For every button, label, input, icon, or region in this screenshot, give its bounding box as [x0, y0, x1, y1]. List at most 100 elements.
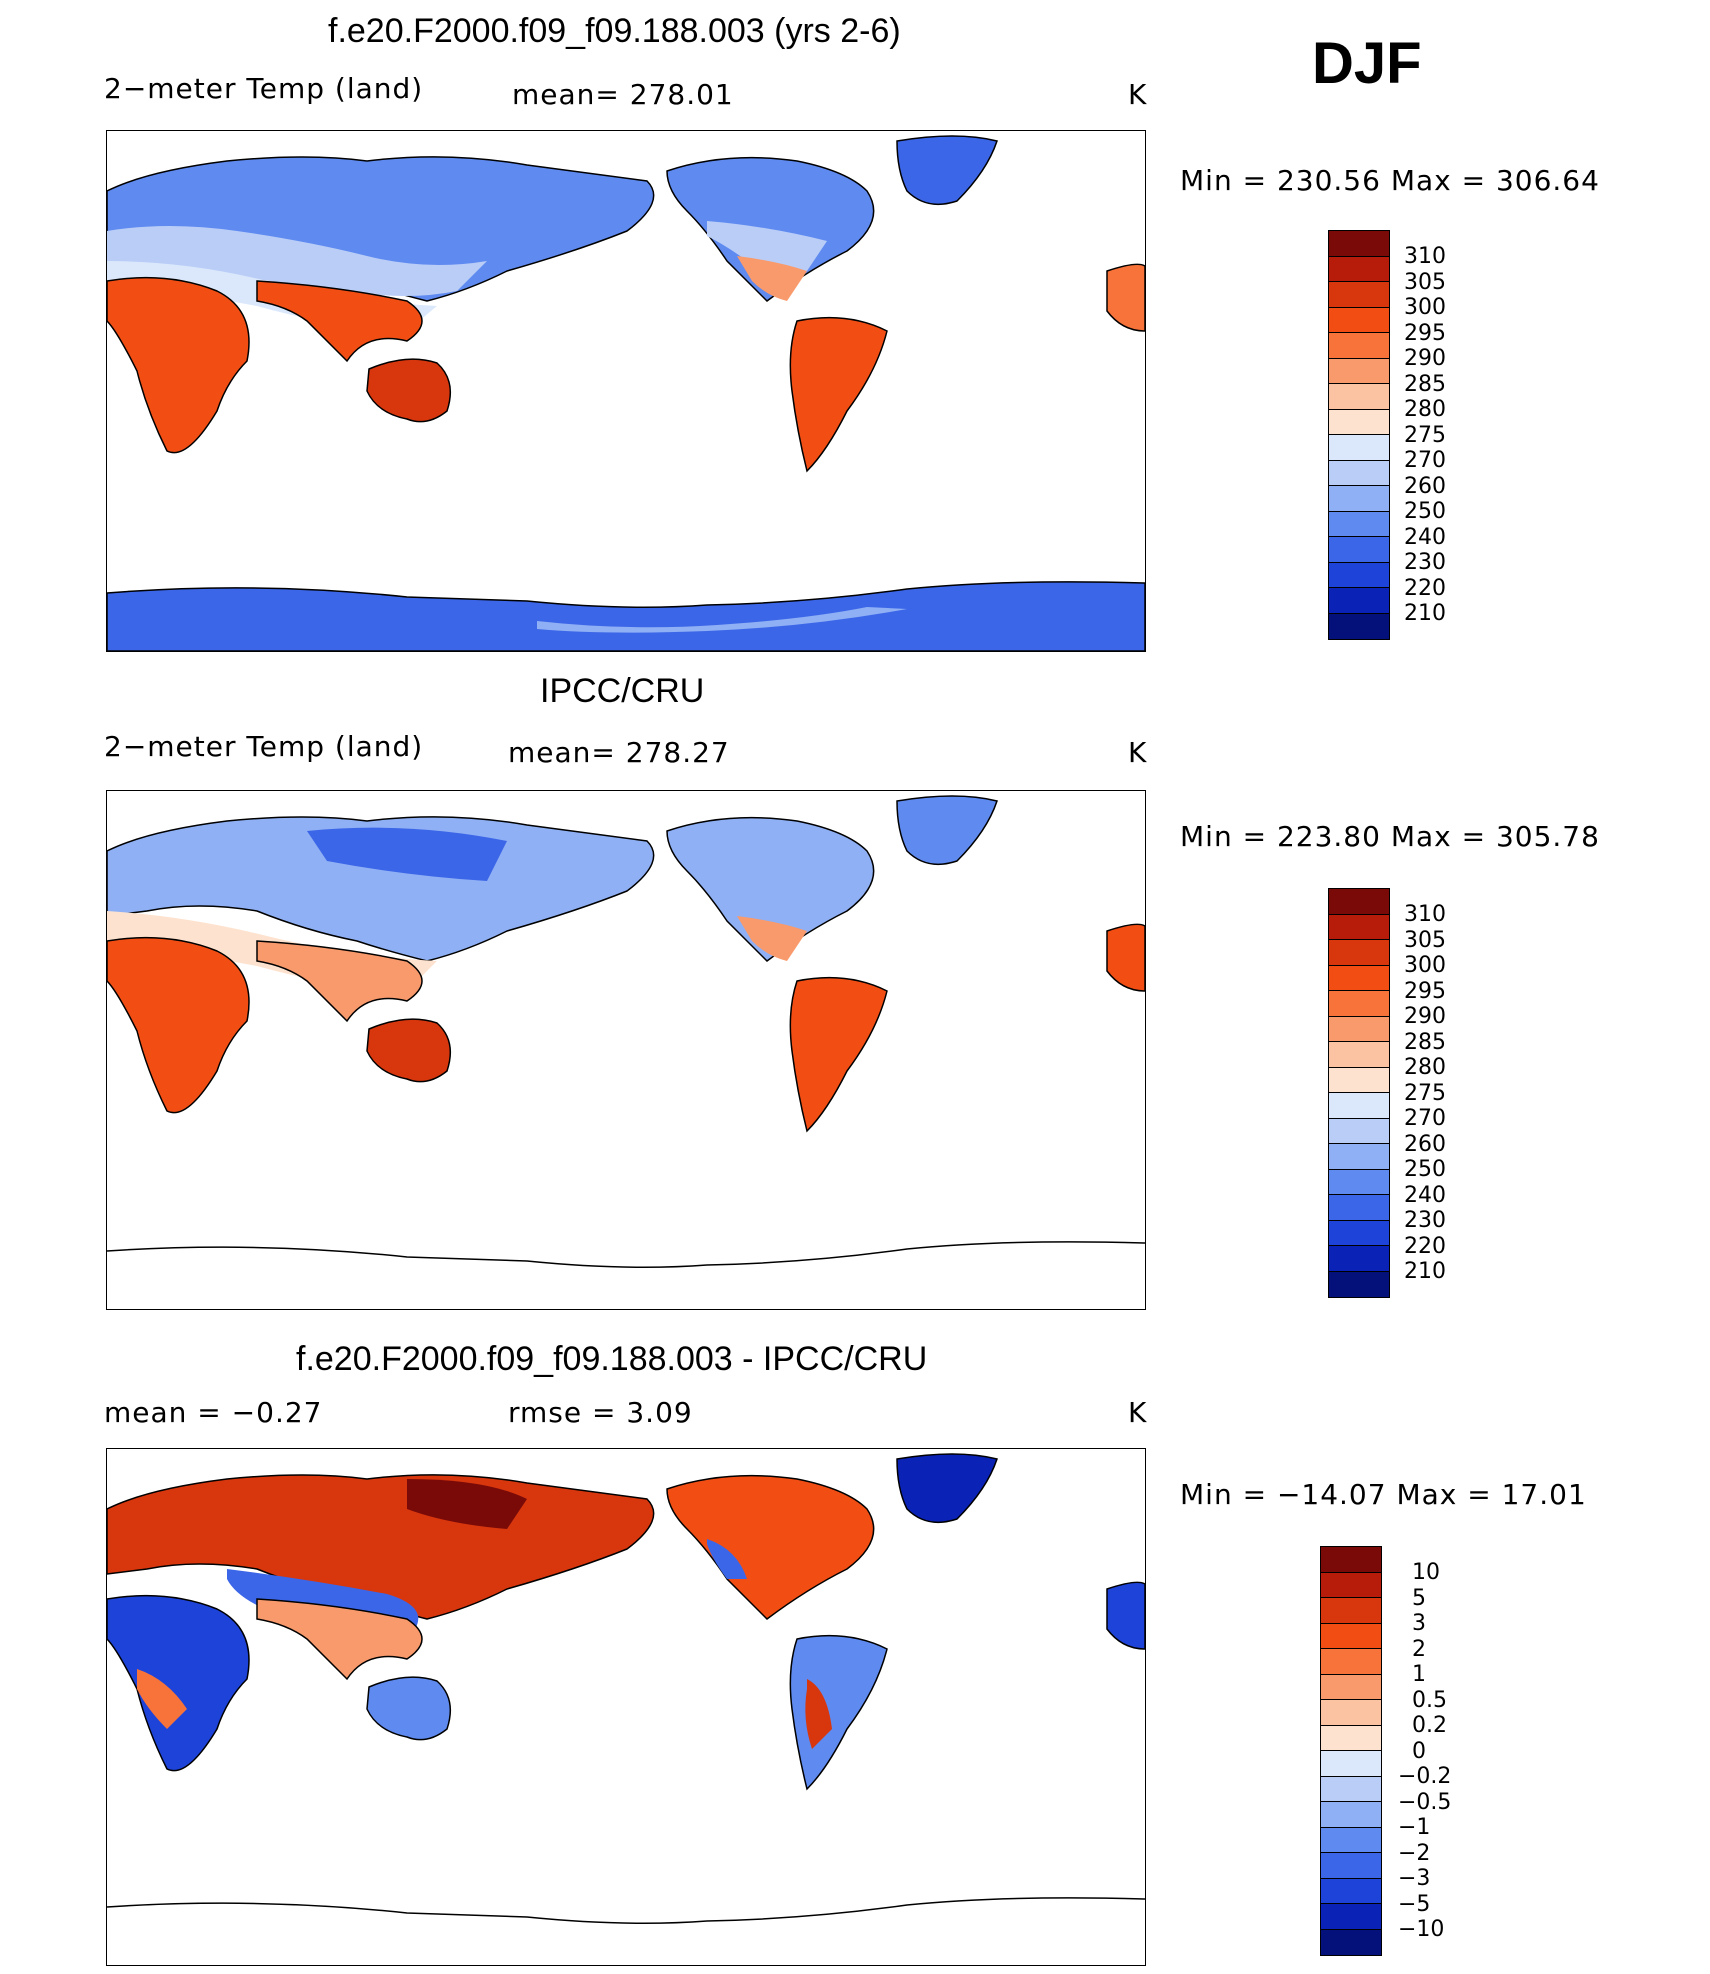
cbar3-label: 3 — [1412, 1611, 1426, 1636]
cbar1-label: 220 — [1404, 576, 1446, 601]
panel-3-map — [106, 1448, 1146, 1966]
australia-landmass — [366, 358, 452, 423]
panel-2-variable-label: 2−meter Temp (land) — [104, 730, 424, 763]
cbar1-label: 290 — [1404, 346, 1446, 371]
cbar3-label: −0.2 — [1398, 1764, 1452, 1789]
south-america-landmass — [789, 316, 888, 473]
cbar3-sw — [1321, 1802, 1381, 1828]
cbar1-label: 250 — [1404, 499, 1446, 524]
panel-1-colorbar — [1328, 230, 1390, 640]
panel-1-map — [106, 130, 1146, 652]
south-asia-landmass — [256, 280, 423, 363]
cbar2-sw — [1329, 889, 1389, 915]
cbar3-label: −1 — [1398, 1815, 1431, 1840]
cbar3-sw — [1321, 1827, 1381, 1853]
south-america-landmass — [789, 1634, 888, 1791]
cbar3-sw — [1321, 1776, 1381, 1802]
cbar2-label: 260 — [1404, 1132, 1446, 1157]
cbar1-sw — [1329, 562, 1389, 588]
cbar2-label: 250 — [1404, 1157, 1446, 1182]
cbar1-sw — [1329, 282, 1389, 308]
cbar2-label: 220 — [1404, 1234, 1446, 1259]
cbar2-label: 300 — [1404, 953, 1446, 978]
cbar1-label: 280 — [1404, 397, 1446, 422]
cbar2-label: 290 — [1404, 1004, 1446, 1029]
panel-1-map-svg — [107, 135, 1145, 651]
cbar3-sw — [1321, 1904, 1381, 1930]
cbar2-label: 310 — [1404, 902, 1446, 927]
south-asia-landmass — [256, 940, 423, 1023]
cbar1-sw — [1329, 358, 1389, 384]
cbar2-sw — [1329, 1093, 1389, 1119]
panel-3-units-label: K — [1128, 1396, 1148, 1429]
north-america-landmass — [666, 816, 875, 962]
cbar1-sw — [1329, 511, 1389, 537]
cbar3-sw — [1321, 1725, 1381, 1751]
cbar3-label: 0.2 — [1412, 1713, 1447, 1738]
cbar1-sw — [1329, 588, 1389, 614]
cbar2-sw — [1329, 1016, 1389, 1042]
cbar2-label: 280 — [1404, 1055, 1446, 1080]
cbar2-label: 305 — [1404, 928, 1446, 953]
cbar1-sw — [1329, 256, 1389, 282]
antarctica-landmass — [107, 581, 1145, 651]
greenland-landmass — [896, 135, 998, 206]
cbar1-sw — [1329, 384, 1389, 410]
panel-3-mean-label: mean = −0.27 — [104, 1396, 323, 1429]
cbar1-label: 270 — [1404, 448, 1446, 473]
cbar1-label: 275 — [1404, 423, 1446, 448]
north-america-landmass — [666, 1474, 875, 1620]
cbar1-label: 210 — [1404, 601, 1446, 626]
cbar1-sw — [1329, 409, 1389, 435]
cbar1-sw — [1329, 307, 1389, 333]
season-label: DJF — [1312, 31, 1422, 96]
panel-1-mean-label: mean= 278.01 — [512, 78, 734, 111]
cbar2-label: 230 — [1404, 1208, 1446, 1233]
panel-3-colorbar — [1320, 1546, 1382, 1956]
africa-landmass — [107, 1594, 250, 1772]
cbar2-sw — [1329, 991, 1389, 1017]
cbar2-sw — [1329, 940, 1389, 966]
cbar1-label: 240 — [1404, 525, 1446, 550]
eurasia-landmass — [107, 816, 655, 962]
panel-3-rmse-label: rmse = 3.09 — [508, 1396, 693, 1429]
cbar3-sw — [1321, 1878, 1381, 1904]
panel-2-title: IPCC/CRU — [540, 672, 705, 710]
cbar1-label: 295 — [1404, 321, 1446, 346]
panel-2-colorbar — [1328, 888, 1390, 1298]
cbar3-sw — [1321, 1649, 1381, 1675]
cbar2-sw — [1329, 1271, 1389, 1297]
panel-1-title: f.e20.F2000.f09_f09.188.003 (yrs 2-6) — [328, 12, 901, 50]
panel-2-map-svg — [107, 795, 1145, 1268]
panel-3-map-svg — [107, 1453, 1145, 1924]
cbar3-label: 2 — [1412, 1637, 1426, 1662]
cbar2-sw — [1329, 1042, 1389, 1068]
cbar3-label: 0.5 — [1412, 1688, 1447, 1713]
cbar2-label: 295 — [1404, 979, 1446, 1004]
cbar2-sw — [1329, 1144, 1389, 1170]
panel-2-map — [106, 790, 1146, 1310]
panel-3-title: f.e20.F2000.f09_f09.188.003 - IPCC/CRU — [296, 1340, 928, 1378]
panel-1-minmax: Min = 230.56 Max = 306.64 — [1180, 164, 1600, 197]
panel-1-units-label: K — [1128, 78, 1148, 111]
cbar3-sw — [1321, 1572, 1381, 1598]
panel-3-minmax: Min = −14.07 Max = 17.01 — [1180, 1478, 1587, 1511]
cbar3-label: 10 — [1412, 1560, 1440, 1585]
south-asia-landmass — [256, 1598, 423, 1681]
cbar3-sw — [1321, 1700, 1381, 1726]
cbar1-label: 260 — [1404, 474, 1446, 499]
cbar3-sw — [1321, 1929, 1381, 1955]
cbar2-sw — [1329, 1169, 1389, 1195]
south-america-landmass — [789, 976, 888, 1133]
africa-landmass — [107, 936, 250, 1114]
panel-2-units-label: K — [1128, 736, 1148, 769]
cbar3-label: −10 — [1398, 1917, 1445, 1942]
cbar1-label: 230 — [1404, 550, 1446, 575]
cbar1-label: 300 — [1404, 295, 1446, 320]
cbar1-label: 305 — [1404, 270, 1446, 295]
australia-landmass — [366, 1676, 452, 1741]
cbar1-label: 285 — [1404, 372, 1446, 397]
cbar1-sw — [1329, 435, 1389, 461]
cbar3-label: −0.5 — [1398, 1790, 1452, 1815]
greenland-landmass — [896, 795, 998, 866]
